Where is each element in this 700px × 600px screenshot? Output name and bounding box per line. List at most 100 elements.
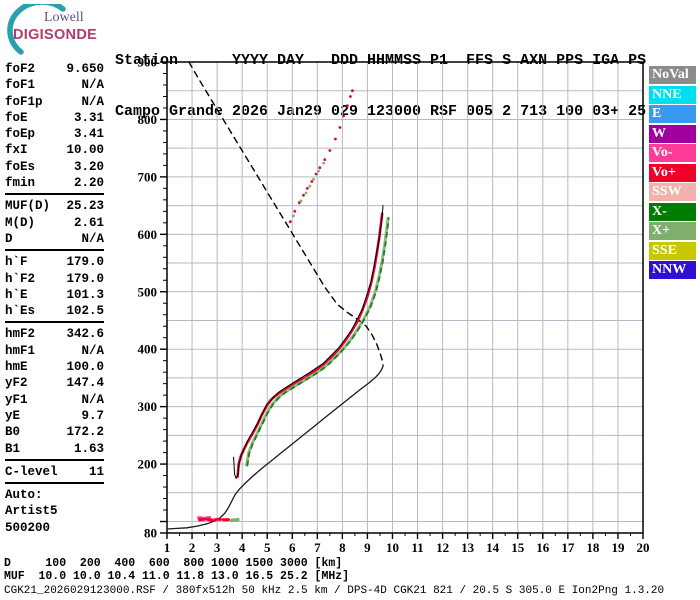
svg-text:11: 11 <box>411 540 423 555</box>
svg-text:400: 400 <box>138 342 158 357</box>
parameter-value: N/A <box>81 78 104 93</box>
legend-item-nnw: NNW <box>649 261 696 279</box>
legend-item-vo: Vo+ <box>649 163 696 182</box>
parameter-value: 2.61 <box>73 215 104 230</box>
svg-text:16: 16 <box>536 540 550 555</box>
parameter-row: B0 172.2 <box>5 424 104 440</box>
parameter-row: Artist5 <box>5 503 104 519</box>
parameter-row: foF2 9.650 <box>5 61 104 77</box>
parameter-label: h`Es <box>5 304 36 319</box>
parameter-label: foEp <box>5 127 36 142</box>
parameter-label: fxI <box>5 143 28 158</box>
parameter-value: 9.7 <box>81 408 104 423</box>
logo-digisonde-text: DIGISONDE <box>13 27 98 43</box>
svg-text:13: 13 <box>461 540 475 555</box>
svg-text:700: 700 <box>138 169 158 184</box>
svg-text:18: 18 <box>586 540 600 555</box>
parameter-label: B0 <box>5 425 21 440</box>
x-axis-labels: 1 2 3 4 5 6 7 8 9 10 11 12 13 14 15 16 17 18 19 20 <box>164 540 650 555</box>
parameter-label: hmF2 <box>5 327 36 342</box>
second-hop-x <box>292 161 325 218</box>
svg-text:1: 1 <box>164 540 171 555</box>
svg-text:600: 600 <box>138 227 158 242</box>
panel-separator <box>5 458 104 461</box>
svg-text:15: 15 <box>511 540 525 555</box>
parameter-label: h`F <box>5 255 28 270</box>
parameter-row: fxI 10.00 <box>5 142 104 158</box>
svg-text:5: 5 <box>264 540 271 555</box>
parameter-row: yF2 147.4 <box>5 375 104 391</box>
parameter-value: 1.63 <box>73 441 104 456</box>
svg-text:2: 2 <box>189 540 196 555</box>
parameter-row: yF1 N/A <box>5 392 104 408</box>
svg-text:12: 12 <box>436 540 449 555</box>
legend-item-nne: NNE <box>649 85 696 104</box>
svg-text:80: 80 <box>144 526 157 541</box>
svg-text:20: 20 <box>637 540 650 555</box>
parameter-value: 3.20 <box>73 159 104 174</box>
parameter-label: MUF(D) <box>5 199 51 214</box>
parameter-panel: foF2 9.650 foF1 N/A foF1p N/A foE 3.31 foEp 3.41 f… <box>5 61 104 536</box>
bottomside-profile <box>166 365 384 530</box>
parameter-label: fmin <box>5 176 36 191</box>
svg-text:900: 900 <box>138 55 158 70</box>
parameter-label: D <box>5 231 13 246</box>
parameter-label: C-level <box>5 464 58 479</box>
parameter-label: Artist5 <box>5 504 58 519</box>
parameter-row: foEs 3.20 <box>5 159 104 175</box>
axis-ticks <box>160 61 644 539</box>
parameter-label: hmF1 <box>5 343 36 358</box>
parameter-row: M(D) 2.61 <box>5 215 104 231</box>
parameter-value: 342.6 <box>66 327 104 342</box>
parameter-value: 100.0 <box>66 360 104 375</box>
parameter-row: foE 3.31 <box>5 110 104 126</box>
parameter-label: h`F2 <box>5 271 36 286</box>
legend: NoVal NNE E W Vo- Vo+ SSW X- X+ SSE NNW <box>649 66 696 281</box>
parameter-row: h`Es 102.5 <box>5 303 104 319</box>
parameter-row: h`F 179.0 <box>5 254 104 270</box>
svg-text:300: 300 <box>138 399 158 414</box>
svg-text:6: 6 <box>289 540 296 555</box>
svg-text:3: 3 <box>214 540 221 555</box>
parameter-label: foF1p <box>5 94 43 109</box>
svg-text:14: 14 <box>486 540 500 555</box>
parameter-row: MUF(D) 25.23 <box>5 198 104 214</box>
panel-separator <box>5 321 104 324</box>
parameter-row: h`F2 179.0 <box>5 271 104 287</box>
legend-item-sse: SSE <box>649 241 696 260</box>
muf-row: MUF 10.0 10.0 10.4 11.0 11.8 13.0 16.5 2… <box>4 570 350 583</box>
parameter-value: 172.2 <box>66 425 104 440</box>
station-header: Station YYYY DAY DDD HHMMSS P1 FFS S AXN… <box>115 18 646 154</box>
header-values-line: Campo Grande 2026 Jan29 029 123000 RSF 0… <box>115 103 647 120</box>
parameter-label: B1 <box>5 441 21 456</box>
file-info-row: CGK21_2026029123000.RSF / 380fx512h 50 k… <box>4 585 665 597</box>
legend-item-ssw: SSW <box>649 183 696 201</box>
parameter-label: yE <box>5 408 21 423</box>
svg-text:4: 4 <box>239 540 246 555</box>
parameter-value: N/A <box>81 343 104 358</box>
parameter-value: N/A <box>81 392 104 407</box>
svg-text:17: 17 <box>561 540 575 555</box>
parameter-label: yF2 <box>5 376 28 391</box>
parameter-row: hmF2 342.6 <box>5 326 104 342</box>
o-trace <box>236 212 384 479</box>
svg-text:9: 9 <box>364 540 371 555</box>
panel-separator <box>5 482 104 485</box>
logo-lowell-text: Lowell <box>44 10 84 25</box>
fitted-trace <box>233 205 384 479</box>
parameter-row: foF1 N/A <box>5 77 104 93</box>
parameter-row: B1 1.63 <box>5 441 104 457</box>
svg-text:200: 200 <box>138 457 158 472</box>
parameter-row: D N/A <box>5 231 104 247</box>
parameter-row: Auto: <box>5 487 104 503</box>
header-columns-line: Station YYYY DAY DDD HHMMSS P1 FFS S AXN… <box>115 52 647 69</box>
parameter-value: 2.20 <box>73 176 104 191</box>
parameter-row: fmin 2.20 <box>5 175 104 191</box>
x-trace-xmode-dark <box>246 217 390 467</box>
legend-item-vo: Vo- <box>649 144 696 162</box>
parameter-label: foEs <box>5 159 36 174</box>
panel-separator <box>5 249 104 252</box>
es-trace-o <box>198 517 232 522</box>
legend-item-x: X+ <box>649 222 696 240</box>
lowell-digisonde-logo: Lowell DIGISONDE <box>6 4 124 55</box>
